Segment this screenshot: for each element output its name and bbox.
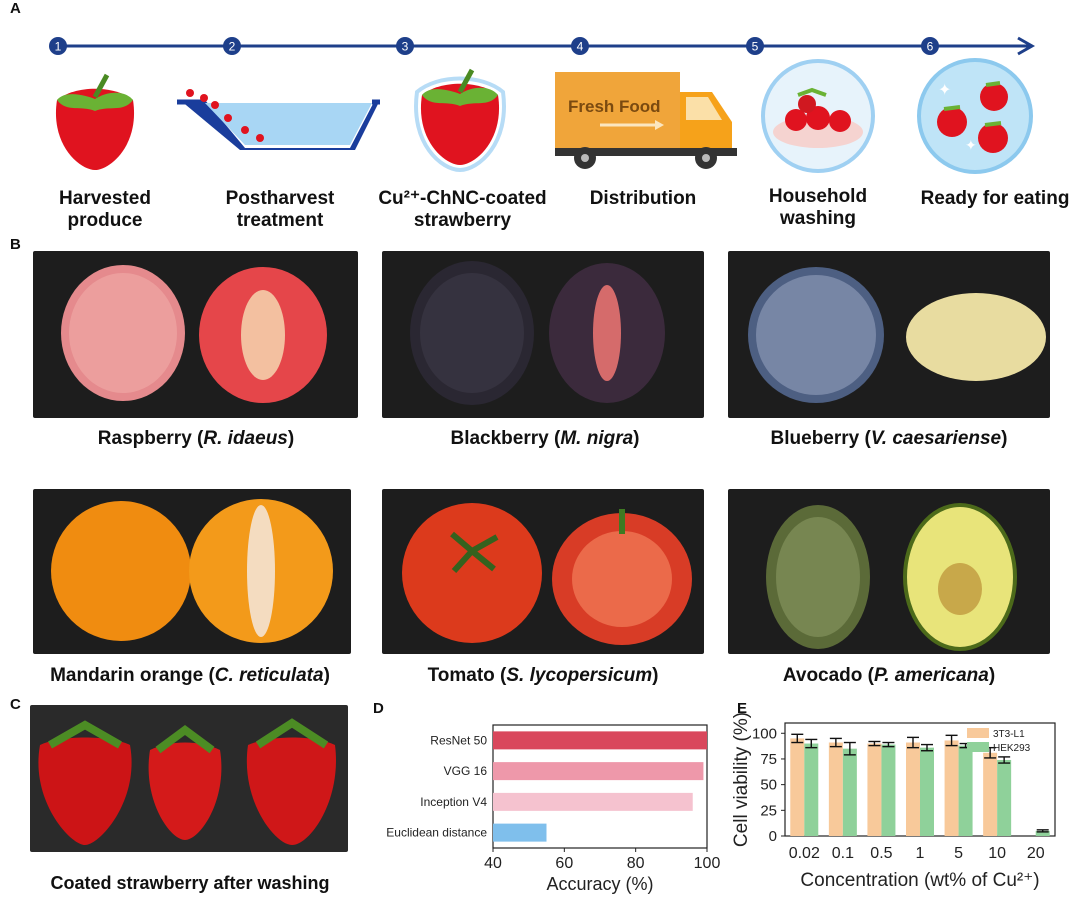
x-axis-title: Accuracy (%) <box>546 874 653 894</box>
step-4-marker <box>571 37 589 55</box>
blueberry-photo <box>728 251 1050 418</box>
avocado-photo <box>728 489 1050 654</box>
x-axis-title: Concentration (wt% of Cu²⁺) <box>800 870 1039 891</box>
step-2-number: 2 <box>229 40 236 54</box>
treatment-tray-icon <box>177 89 380 150</box>
cell-viability-chart: 0 25 50 75 100 0.02 0.1 0.5 1 5 10 20 3T3-L1 HEK293 Co… <box>731 712 1056 891</box>
legend-label: HEK293 <box>993 743 1031 754</box>
timeline-graphic: 1 2 3 4 5 6 Fresh Food <box>49 36 1036 174</box>
blackberry-caption: Blackberry (M. nigra) <box>450 428 640 449</box>
coated-strawberries-photo <box>30 705 348 852</box>
step-4-number: 4 <box>577 40 584 54</box>
x-tick-label: 5 <box>954 845 963 862</box>
category-label: VGG 16 <box>444 764 488 778</box>
legend-label: 3T3-L1 <box>993 729 1025 740</box>
bar-resnet-50 <box>493 731 707 750</box>
bar-hek293-10 <box>997 759 1012 836</box>
x-tick-label: 0.1 <box>832 845 854 862</box>
step-1-number: 1 <box>55 40 62 54</box>
avocado-caption: Avocado (P. americana) <box>782 665 996 686</box>
timeline-arrowhead <box>1017 36 1036 56</box>
bar-hek293-5 <box>958 745 973 836</box>
category-label: Euclidean distance <box>386 826 487 840</box>
panel-label-a: A <box>10 0 21 17</box>
bar-hek293-0.5 <box>881 744 896 836</box>
x-tick-label: 20 <box>1027 845 1045 862</box>
step-6-number: 6 <box>927 40 934 54</box>
tomato-photo <box>382 489 704 654</box>
accuracy-bar-chart: ResNet 50 VGG 16 Inception V4 Euclidean dis… <box>386 724 720 894</box>
y-tick-label: 50 <box>760 777 777 794</box>
panel-label-d: D <box>373 700 384 717</box>
ready-to-eat-icon: ✦ ✦ <box>917 58 1033 174</box>
y-tick-label: 100 <box>752 725 777 742</box>
legend-swatch-3t3-l1 <box>967 728 989 738</box>
step-1-marker <box>49 37 67 55</box>
x-tick-label: 100 <box>694 855 720 872</box>
y-axis-title: Cell viability (%) <box>731 712 752 847</box>
bar-3t3-l1-10 <box>983 752 998 836</box>
step-5-number: 5 <box>752 40 759 54</box>
panel-label-b: B <box>10 236 21 253</box>
bar-3t3-l1-1 <box>906 742 920 836</box>
category-label: Inception V4 <box>420 795 487 809</box>
bar-hek293-0.02 <box>804 743 819 836</box>
panel-c-caption: Coated strawberry after washing <box>50 873 330 893</box>
truck-label: Fresh Food <box>568 97 661 116</box>
step-3-caption: Cu²⁺-ChNC-coated strawberry <box>378 188 547 231</box>
x-tick-label: 60 <box>555 855 573 872</box>
bar-3t3-l1-0.02 <box>790 738 805 836</box>
step-3-number: 3 <box>402 40 409 54</box>
x-tick-label: 10 <box>988 845 1006 862</box>
strawberry-icon <box>55 73 135 170</box>
tomato-caption: Tomato (S. lycopersicum) <box>427 665 659 686</box>
x-tick-label: 40 <box>484 855 502 872</box>
step-5-caption: Household washing <box>768 186 868 229</box>
mandarin-photo <box>33 489 351 654</box>
step-2-marker <box>223 37 241 55</box>
raspberry-photo <box>33 251 358 418</box>
category-label: ResNet 50 <box>430 733 487 747</box>
svg-text:✦: ✦ <box>965 137 977 153</box>
y-tick-label: 75 <box>760 751 777 768</box>
x-tick-label: 0.02 <box>789 845 820 862</box>
y-tick-label: 25 <box>760 802 777 819</box>
bar-vgg-16 <box>493 762 704 781</box>
plot-frame <box>492 724 708 849</box>
bar-hek293-0.1 <box>842 748 857 836</box>
delivery-truck-icon: Fresh Food <box>555 72 737 169</box>
svg-text:✦: ✦ <box>938 82 951 99</box>
mandarin-caption: Mandarin orange (C. reticulata) <box>50 665 330 686</box>
y-tick-label: 0 <box>769 828 777 845</box>
x-tick-label: 0.5 <box>870 845 892 862</box>
legend-swatch-hek293 <box>967 742 989 752</box>
step-2-caption: Postharvest treatment <box>225 188 335 231</box>
panel-label-c: C <box>10 696 21 713</box>
step-6-marker <box>921 37 939 55</box>
x-tick-label: 80 <box>627 855 645 872</box>
step-6-caption: Ready for eating <box>920 188 1070 209</box>
bar-inception-v4 <box>493 792 693 811</box>
blackberry-photo <box>382 251 704 418</box>
bar-3t3-l1-0.1 <box>828 742 843 836</box>
bar-hek293-1 <box>920 747 934 836</box>
step-3-marker <box>396 37 414 55</box>
step-4-caption: Distribution <box>589 188 697 209</box>
raspberry-caption: Raspberry (R. idaeus) <box>97 428 295 449</box>
coated-strawberry-icon <box>414 68 506 173</box>
bar-3t3-l1-5 <box>944 740 959 836</box>
bar-euclidean-distance <box>493 823 547 842</box>
bar-hek293-20 <box>1035 830 1050 836</box>
bar-3t3-l1-0.5 <box>867 743 882 836</box>
step-1-caption: Harvested produce <box>59 188 151 231</box>
panel-label-e: E <box>737 700 748 717</box>
washing-icon <box>761 59 875 173</box>
step-5-marker <box>746 37 764 55</box>
x-tick-label: 1 <box>916 845 925 862</box>
blueberry-caption: Blueberry (V. caesariense) <box>770 428 1008 449</box>
